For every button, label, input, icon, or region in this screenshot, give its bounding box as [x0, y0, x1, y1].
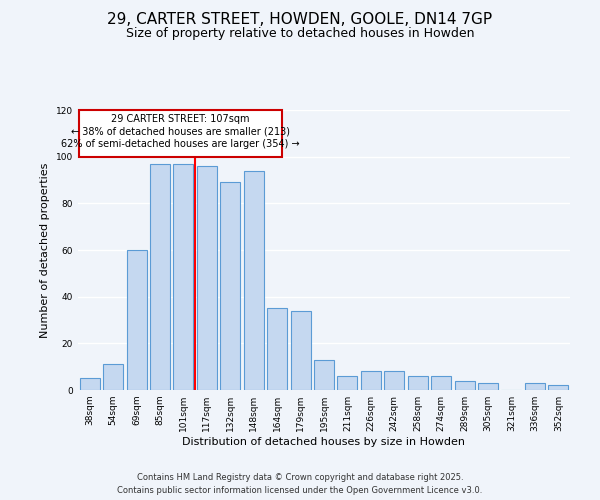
Bar — [173, 164, 193, 390]
X-axis label: Distribution of detached houses by size in Howden: Distribution of detached houses by size … — [182, 437, 466, 447]
Bar — [103, 364, 123, 390]
Bar — [478, 383, 498, 390]
Text: 62% of semi-detached houses are larger (354) →: 62% of semi-detached houses are larger (… — [61, 139, 300, 149]
Bar — [431, 376, 451, 390]
Bar — [525, 383, 545, 390]
Bar — [548, 386, 568, 390]
Bar — [361, 372, 381, 390]
Bar — [80, 378, 100, 390]
Bar — [314, 360, 334, 390]
Bar — [150, 164, 170, 390]
Bar — [220, 182, 240, 390]
Bar — [385, 372, 404, 390]
Bar — [197, 166, 217, 390]
Bar — [408, 376, 428, 390]
Bar — [337, 376, 358, 390]
Bar — [455, 380, 475, 390]
Text: 29 CARTER STREET: 107sqm: 29 CARTER STREET: 107sqm — [111, 114, 250, 124]
Y-axis label: Number of detached properties: Number of detached properties — [40, 162, 50, 338]
Text: Contains public sector information licensed under the Open Government Licence v3: Contains public sector information licen… — [118, 486, 482, 495]
Bar — [244, 170, 263, 390]
Bar — [290, 310, 311, 390]
Text: 29, CARTER STREET, HOWDEN, GOOLE, DN14 7GP: 29, CARTER STREET, HOWDEN, GOOLE, DN14 7… — [107, 12, 493, 28]
Text: ← 38% of detached houses are smaller (213): ← 38% of detached houses are smaller (21… — [71, 126, 290, 136]
Bar — [127, 250, 146, 390]
Text: Contains HM Land Registry data © Crown copyright and database right 2025.: Contains HM Land Registry data © Crown c… — [137, 472, 463, 482]
Bar — [79, 110, 282, 156]
Bar — [267, 308, 287, 390]
Text: Size of property relative to detached houses in Howden: Size of property relative to detached ho… — [126, 28, 474, 40]
